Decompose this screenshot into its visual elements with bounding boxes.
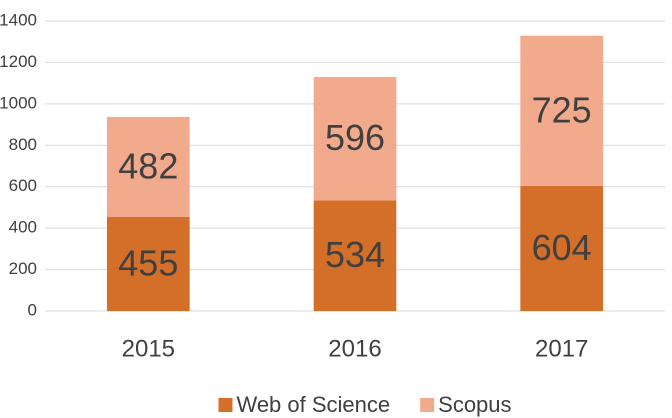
y-tick-label: 0 <box>28 300 37 319</box>
legend-swatch <box>420 398 435 412</box>
x-tick-label: 2015 <box>122 335 175 362</box>
x-tick-label: 2017 <box>535 335 588 362</box>
data-label: 482 <box>118 145 178 186</box>
bar-segment <box>520 35 603 186</box>
bar-segment <box>107 116 190 217</box>
bar-segment <box>107 216 190 311</box>
y-tick-label: 1400 <box>0 10 37 29</box>
legend-swatch <box>218 398 233 412</box>
data-label: 596 <box>325 117 385 158</box>
y-tick-label: 1000 <box>0 93 37 112</box>
x-tick-label: 2016 <box>328 335 381 362</box>
y-tick-label: 800 <box>9 135 37 154</box>
data-label: 534 <box>325 234 385 275</box>
bar-segment <box>520 185 603 311</box>
y-tick-label: 1200 <box>0 52 37 71</box>
y-tick-label: 200 <box>9 259 37 278</box>
data-label: 604 <box>532 227 592 268</box>
data-label: 455 <box>118 242 178 283</box>
y-tick-label: 400 <box>9 218 37 237</box>
legend-label: Web of Science <box>236 392 390 417</box>
legend-label: Scopus <box>438 392 511 417</box>
bar-segment <box>313 76 397 201</box>
y-tick-label: 600 <box>9 176 37 195</box>
data-label: 725 <box>532 89 592 130</box>
bar-segment <box>313 200 397 311</box>
